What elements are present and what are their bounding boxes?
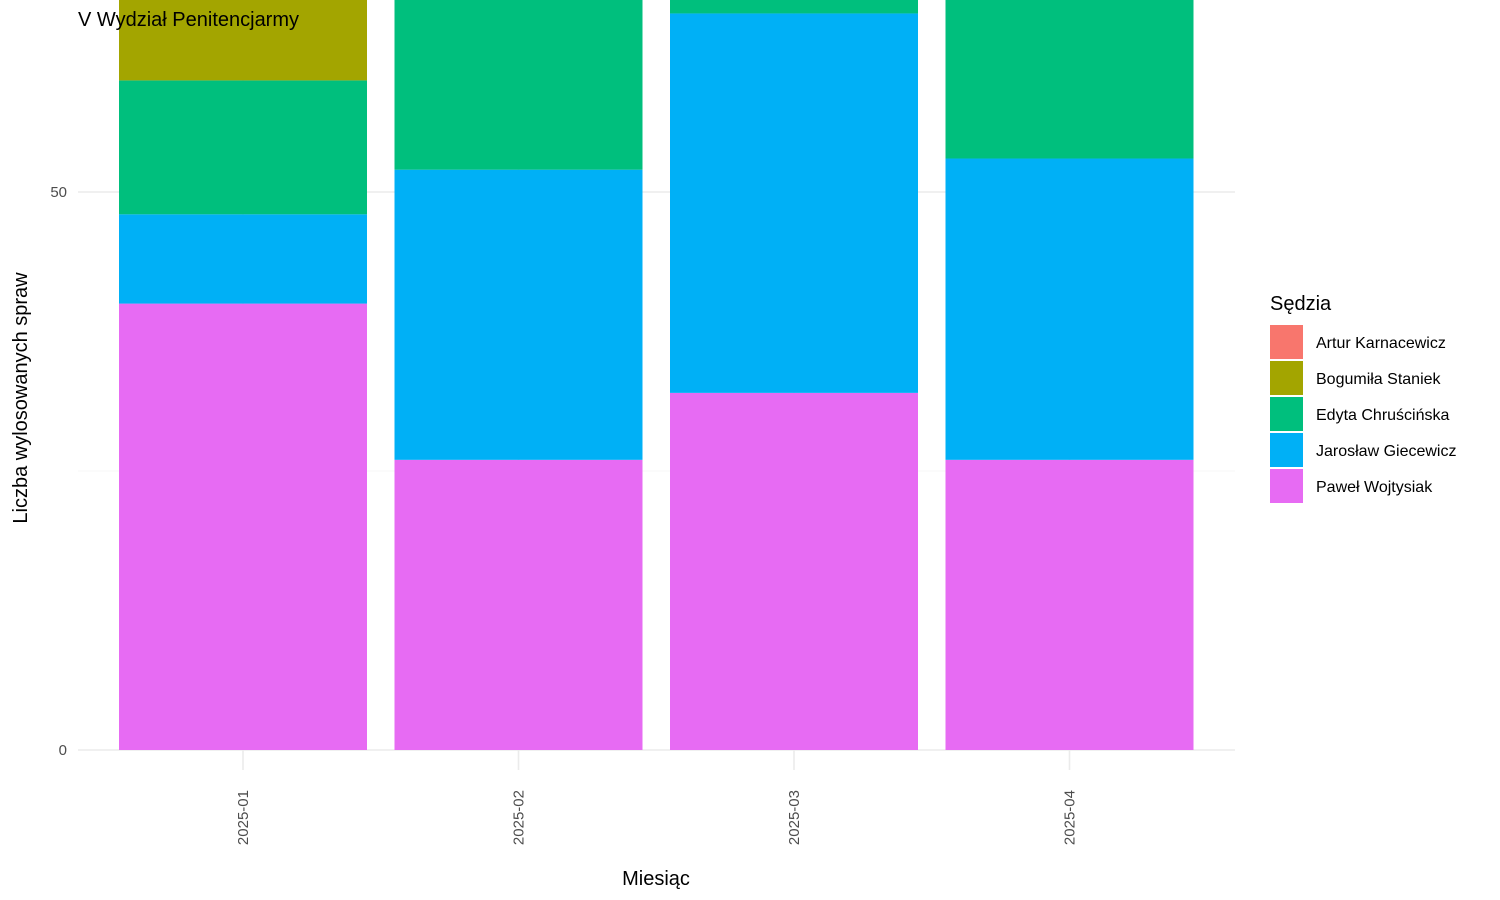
legend-swatch (1270, 469, 1303, 503)
y-tick-label: 50 (50, 184, 67, 201)
bar-segment (945, 0, 1194, 159)
legend-swatch (1270, 433, 1303, 467)
legend: Sędzia Artur Karnacewicz Bogumiła Staniek… (1270, 293, 1456, 503)
legend-swatch (1270, 325, 1303, 359)
legend-swatch (1270, 397, 1303, 431)
y-axis-ticks: 050100 (50, 184, 67, 759)
y-axis-title: Liczba wylosowanych spraw (10, 272, 32, 524)
bar-segment (394, 459, 643, 750)
x-tick-label: 2025-02 (511, 790, 528, 845)
legend-items: Artur Karnacewicz Bogumiła Staniek Edyta C… (1270, 325, 1456, 503)
bar-segment (670, 13, 918, 393)
x-tick-label: 2025-01 (235, 790, 252, 845)
bar-segment (119, 0, 367, 81)
bar-segment (945, 459, 1194, 750)
bar-segment (119, 214, 367, 304)
legend-swatch (1270, 361, 1303, 395)
bar-segment (394, 0, 643, 170)
bar-segment (394, 169, 643, 460)
bar-segment (119, 303, 367, 750)
x-axis-ticks: 2025-01 2025-02 2025-03 2025-04 (235, 790, 1079, 845)
legend-label: Bogumiła Staniek (1316, 371, 1442, 388)
bar-segment (670, 392, 918, 750)
bars (119, 0, 1194, 750)
y-tick-label: 0 (59, 742, 67, 759)
legend-label: Paweł Wojtysiak (1316, 479, 1433, 496)
legend-label: Artur Karnacewicz (1316, 335, 1446, 352)
bar-segment (119, 80, 367, 215)
x-tick-label: 2025-04 (1062, 790, 1079, 845)
bar-segment (670, 0, 918, 14)
x-axis-title: Miesiąc (622, 868, 690, 890)
legend-label: Edyta Chruścińska (1316, 407, 1449, 424)
legend-title: Sędzia (1270, 293, 1332, 315)
legend-label: Jarosław Giecewicz (1316, 443, 1456, 460)
x-tick-label: 2025-03 (786, 790, 803, 845)
chart-title: V Wydział Penitencjarmy (78, 9, 299, 31)
bar-segment (945, 158, 1194, 460)
